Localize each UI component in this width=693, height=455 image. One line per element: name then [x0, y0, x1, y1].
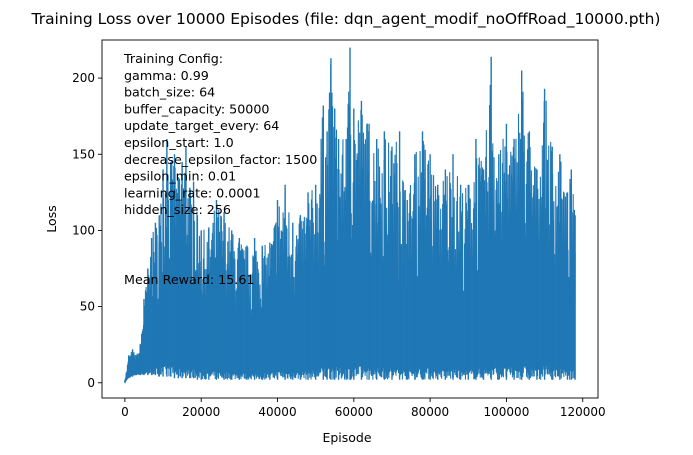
chart-title: Training Loss over 10000 Episodes (file:…: [31, 10, 661, 29]
y-tick-label: 100: [72, 223, 95, 237]
x-tick-label: 0: [121, 405, 129, 419]
loss-series: [124, 47, 576, 384]
config-line: update_target_every: 64: [124, 118, 279, 133]
mean-reward-annotation: Mean Reward: 15.61: [124, 272, 254, 287]
x-tick-label: 120000: [560, 405, 606, 419]
config-line: learning_rate: 0.0001: [124, 185, 261, 200]
x-tick-label: 80000: [411, 405, 449, 419]
config-line: gamma: 0.99: [124, 68, 209, 83]
y-tick-label: 50: [80, 300, 95, 314]
y-axis: 0 50 100 150 200: [72, 71, 102, 390]
plot-frame: [101, 39, 599, 399]
config-line: buffer_capacity: 50000: [124, 101, 270, 116]
config-line: batch_size: 64: [124, 85, 215, 100]
x-tick-label: 100000: [484, 405, 530, 419]
y-tick-label: 200: [72, 71, 95, 85]
training-config-annotation: Training Config: gamma: 0.99 batch_size: 6…: [123, 51, 317, 217]
y-tick-label: 0: [87, 376, 95, 390]
y-axis-label: Loss: [44, 205, 59, 232]
plot-area: [101, 39, 599, 399]
x-tick-label: 60000: [335, 405, 373, 419]
x-tick-label: 20000: [182, 405, 220, 419]
x-tick-label: 40000: [258, 405, 296, 419]
config-line: Training Config:: [123, 51, 223, 66]
config-line: decrease_epsilon_factor: 1500: [124, 152, 317, 167]
config-line: epsilon_min: 0.01: [124, 169, 236, 184]
y-tick-label: 150: [72, 147, 95, 161]
config-line: epsilon_start: 1.0: [124, 135, 234, 150]
x-axis: 0 20000 40000 60000 80000 100000 120000: [121, 398, 606, 419]
config-line: hidden_size: 256: [124, 202, 231, 217]
x-axis-label: Episode: [322, 430, 371, 445]
